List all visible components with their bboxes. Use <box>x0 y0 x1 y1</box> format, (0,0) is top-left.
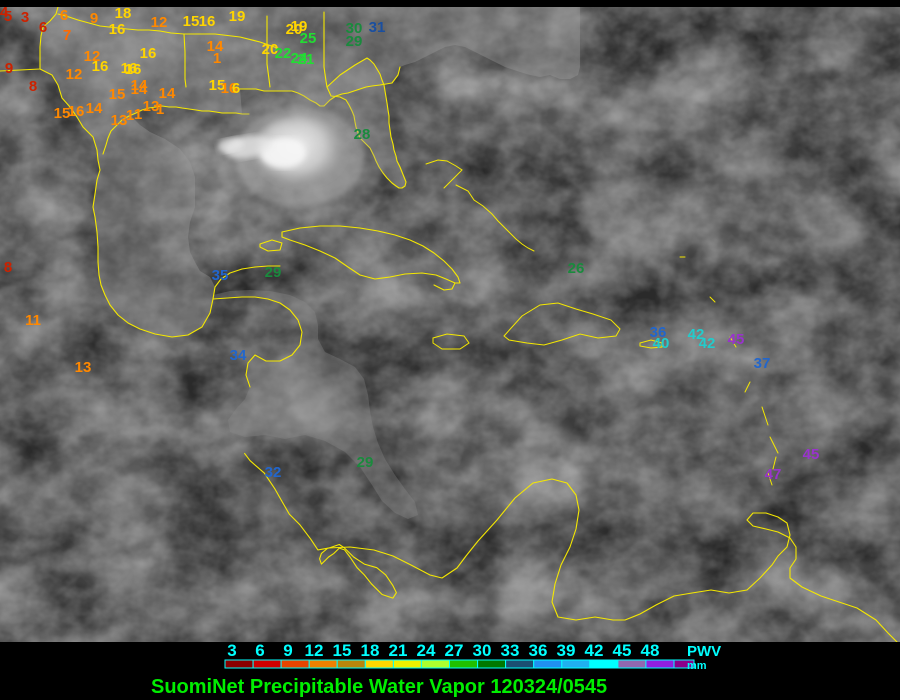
svg-text:15: 15 <box>333 642 352 660</box>
svg-text:25: 25 <box>300 30 317 47</box>
svg-text:16: 16 <box>140 45 157 62</box>
svg-text:9: 9 <box>5 60 13 77</box>
svg-text:1: 1 <box>134 106 142 123</box>
svg-text:6: 6 <box>60 7 68 24</box>
svg-text:5: 5 <box>4 8 12 25</box>
svg-text:29: 29 <box>265 264 282 281</box>
svg-text:1: 1 <box>213 50 221 67</box>
svg-text:1: 1 <box>156 101 164 118</box>
svg-text:29: 29 <box>357 454 374 471</box>
svg-text:21: 21 <box>298 51 315 68</box>
svg-text:45: 45 <box>803 446 820 463</box>
svg-text:34: 34 <box>230 347 247 364</box>
svg-text:SuomiNet Precipitable Water Va: SuomiNet Precipitable Water Vapor 120324… <box>151 676 607 698</box>
svg-text:11: 11 <box>25 312 41 329</box>
svg-text:3: 3 <box>227 642 236 660</box>
svg-text:19: 19 <box>229 8 246 25</box>
svg-text:47: 47 <box>765 466 782 483</box>
svg-text:18: 18 <box>361 642 380 660</box>
svg-text:45: 45 <box>613 642 632 660</box>
svg-text:3: 3 <box>21 9 29 26</box>
svg-text:18: 18 <box>115 7 132 22</box>
svg-text:16: 16 <box>125 61 142 78</box>
svg-text:6: 6 <box>255 642 264 660</box>
svg-text:14: 14 <box>159 85 176 102</box>
svg-text:31: 31 <box>369 19 386 36</box>
svg-text:14: 14 <box>131 77 148 94</box>
svg-text:21: 21 <box>389 642 408 660</box>
svg-text:13: 13 <box>111 112 128 129</box>
svg-text:42: 42 <box>699 335 716 352</box>
svg-text:37: 37 <box>754 355 771 372</box>
svg-text:12: 12 <box>151 14 168 31</box>
svg-text:16: 16 <box>109 21 126 38</box>
svg-text:8: 8 <box>4 259 12 276</box>
svg-text:36: 36 <box>529 642 548 660</box>
svg-text:28: 28 <box>354 126 371 143</box>
svg-text:14: 14 <box>86 100 103 117</box>
svg-text:12: 12 <box>305 642 324 660</box>
svg-text:9: 9 <box>90 10 98 27</box>
svg-text:39: 39 <box>557 642 576 660</box>
svg-text:32: 32 <box>265 464 282 481</box>
svg-text:29: 29 <box>346 33 363 50</box>
svg-text:35: 35 <box>212 267 229 284</box>
svg-text:15: 15 <box>183 13 200 30</box>
svg-text:45: 45 <box>728 331 745 348</box>
svg-text:7: 7 <box>63 27 71 44</box>
svg-text:30: 30 <box>473 642 492 660</box>
svg-text:40: 40 <box>653 335 670 352</box>
svg-text:PWV: PWV <box>687 643 721 660</box>
svg-text:16: 16 <box>68 103 85 120</box>
svg-text:6: 6 <box>232 80 240 97</box>
svg-text:16: 16 <box>92 58 109 75</box>
svg-text:16: 16 <box>199 13 216 30</box>
svg-text:mm: mm <box>687 660 707 672</box>
svg-text:8: 8 <box>29 78 37 95</box>
svg-text:48: 48 <box>641 642 660 660</box>
svg-text:42: 42 <box>585 642 604 660</box>
svg-text:33: 33 <box>501 642 520 660</box>
svg-text:26: 26 <box>568 260 585 277</box>
svg-text:27: 27 <box>445 642 464 660</box>
svg-text:9: 9 <box>283 642 292 660</box>
svg-text:12: 12 <box>66 66 83 83</box>
svg-text:15: 15 <box>109 86 126 103</box>
svg-text:13: 13 <box>75 359 92 376</box>
svg-text:22: 22 <box>275 45 292 62</box>
svg-text:6: 6 <box>39 19 47 36</box>
svg-text:24: 24 <box>417 642 436 660</box>
